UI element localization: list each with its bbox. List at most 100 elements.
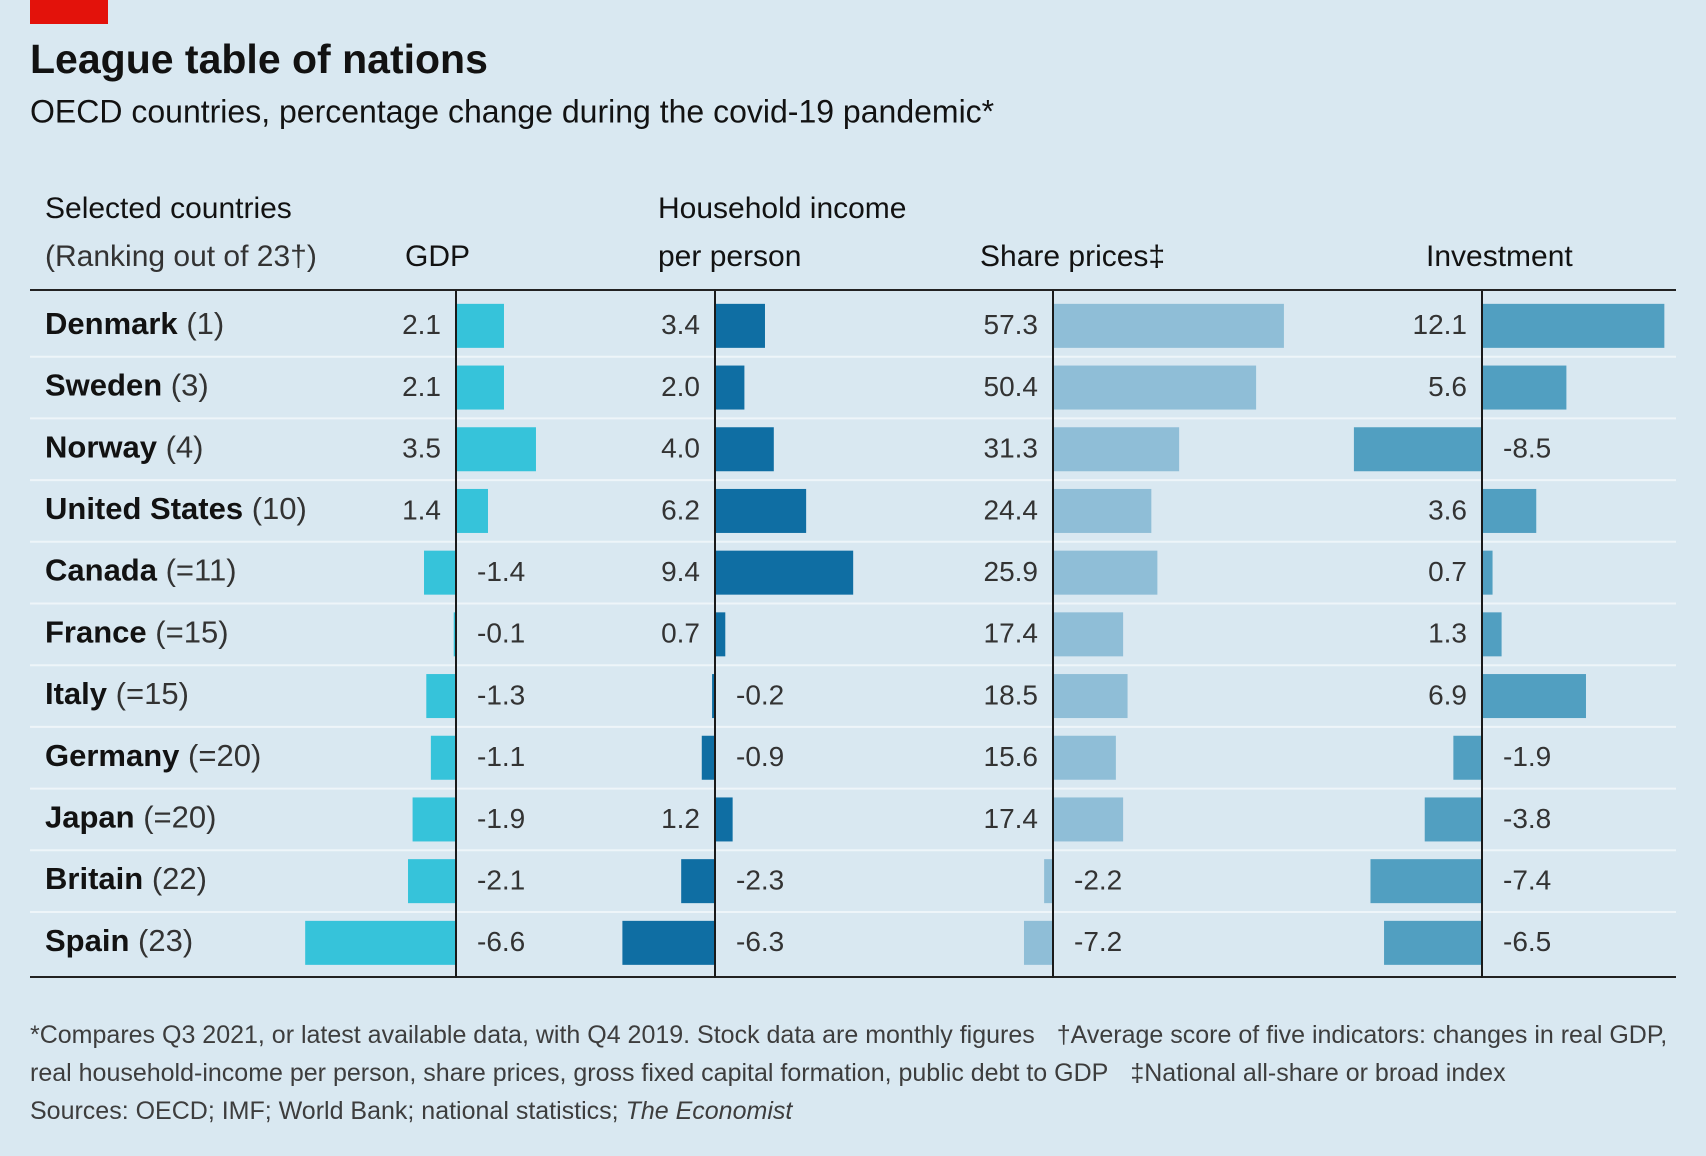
value-label: 18.5 [984, 679, 1039, 710]
value-label: -6.3 [736, 926, 784, 957]
country-name: France [45, 615, 147, 650]
bar [456, 365, 504, 410]
bar [1482, 674, 1586, 719]
bar [1053, 612, 1124, 657]
bar [1370, 859, 1482, 904]
bar [424, 550, 456, 595]
bar [1053, 488, 1152, 533]
row-label: Canada (=11) [45, 553, 237, 588]
bar [715, 427, 774, 472]
value-label: 1.4 [402, 494, 441, 525]
value-label: -3.8 [1503, 803, 1551, 834]
bar [622, 920, 715, 965]
bar [715, 365, 745, 410]
value-label: -1.4 [477, 556, 525, 587]
row-label: Italy (=15) [45, 676, 189, 711]
country-rank: (23) [138, 923, 193, 958]
bar [1053, 427, 1180, 472]
country-rank: (=20) [188, 738, 261, 773]
value-label: -6.6 [477, 926, 525, 957]
country-rank: (=15) [116, 676, 189, 711]
country-name: Japan [45, 800, 135, 835]
country-rank: (10) [252, 491, 307, 526]
value-label: 6.9 [1428, 679, 1467, 710]
column-header: Household income [658, 192, 906, 225]
bar [1384, 920, 1482, 965]
country-rank: (1) [186, 306, 224, 341]
country-name: Britain [45, 861, 143, 896]
value-label: -1.3 [477, 679, 525, 710]
footnote: *Compares Q3 2021, or latest available d… [30, 1021, 1035, 1049]
bar [408, 859, 456, 904]
row-label: United States (10) [45, 491, 307, 526]
brand-tag [30, 0, 108, 24]
country-name: Denmark [45, 306, 178, 341]
bar [1482, 303, 1665, 348]
footnote: ‡National all-share or broad index [1130, 1059, 1506, 1087]
bar [1053, 303, 1284, 348]
value-label: -6.5 [1503, 926, 1551, 957]
chart-subtitle: OECD countries, percentage change during… [30, 93, 994, 129]
value-label: 17.4 [984, 618, 1039, 649]
row-label: France (=15) [45, 615, 229, 650]
sources: Sources: OECD; IMF; World Bank; national… [30, 1097, 619, 1125]
bar [1053, 674, 1128, 719]
bar [1482, 612, 1502, 657]
value-label: 17.4 [984, 803, 1039, 834]
bar [1482, 550, 1493, 595]
bar [715, 550, 854, 595]
value-label: -2.2 [1074, 865, 1122, 896]
bar [1353, 427, 1482, 472]
value-label: 15.6 [984, 741, 1039, 772]
country-rank: (3) [171, 368, 209, 403]
bar [715, 303, 765, 348]
country-rank: (=15) [155, 615, 228, 650]
value-label: -1.9 [1503, 741, 1551, 772]
country-rank: (=20) [143, 800, 216, 835]
value-label: 25.9 [984, 556, 1039, 587]
bar [1482, 488, 1537, 533]
value-label: 6.2 [661, 494, 700, 525]
value-label: 0.7 [1428, 556, 1467, 587]
value-label: -7.4 [1503, 865, 1551, 896]
chart-title: League table of nations [30, 36, 488, 82]
value-label: 2.1 [402, 371, 441, 402]
value-label: -7.2 [1074, 926, 1122, 957]
bar [715, 612, 726, 657]
row-header-note: (Ranking out of 23†) [45, 240, 317, 273]
bar [430, 735, 456, 780]
value-label: 24.4 [984, 494, 1039, 525]
country-name: Germany [45, 738, 180, 773]
row-label: Sweden (3) [45, 368, 209, 403]
footnote: †Average score of five indicators: chang… [30, 1021, 1668, 1087]
row-label: Britain (22) [45, 861, 207, 896]
row-header: Selected countries [45, 192, 292, 225]
bar [681, 859, 715, 904]
bar [1053, 797, 1124, 842]
bar [712, 674, 715, 719]
value-label: -1.1 [477, 741, 525, 772]
bar [456, 303, 504, 348]
value-label: -1.9 [477, 803, 525, 834]
row-label: Japan (=20) [45, 800, 216, 835]
bar [715, 488, 807, 533]
country-name: United States [45, 491, 243, 526]
bar [456, 488, 488, 533]
column-header: Investment [1426, 240, 1573, 273]
bar [1053, 735, 1116, 780]
country-name: Norway [45, 429, 158, 464]
bar [701, 735, 715, 780]
bar [1453, 735, 1482, 780]
bar [426, 674, 456, 719]
value-label: -8.5 [1503, 433, 1551, 464]
footnotes: *Compares Q3 2021, or latest available d… [30, 1016, 1680, 1130]
bar [1053, 550, 1158, 595]
value-label: 50.4 [984, 371, 1039, 402]
bar [1053, 365, 1257, 410]
value-label: 3.5 [402, 433, 441, 464]
value-label: 9.4 [661, 556, 700, 587]
bar [715, 797, 733, 842]
country-rank: (22) [152, 861, 207, 896]
bar [305, 920, 456, 965]
